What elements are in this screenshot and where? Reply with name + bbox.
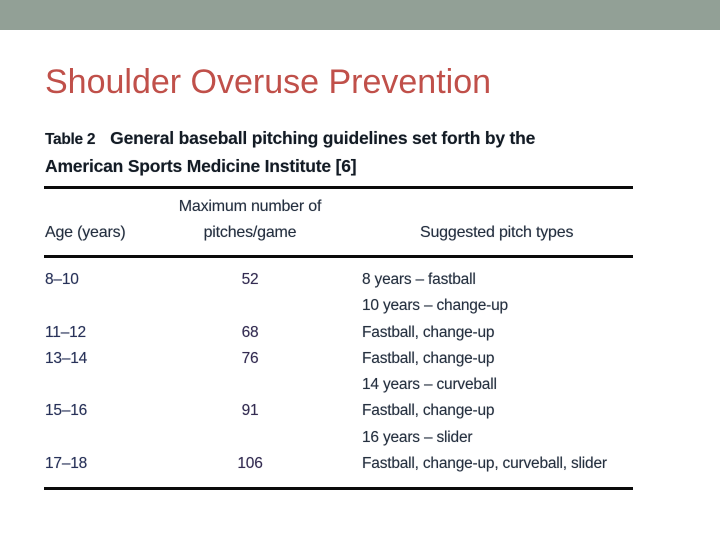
table-rule-top [44, 186, 633, 189]
pitches-cell: 76 [241, 349, 259, 367]
table-caption-label: Table 2 [45, 131, 96, 148]
pitches-cell: 106 [237, 454, 263, 472]
age-cell: 13–14 [45, 349, 88, 367]
pitches-cell: 52 [241, 271, 259, 288]
age-cell: 17–18 [45, 454, 88, 472]
table-row: 17–18 106 Fastball, change-up, curveball… [28, 452, 658, 478]
types-cell: Fastball, change-up [362, 323, 495, 341]
table-caption-line2: American Sports Medicine Institute [6] [45, 156, 357, 176]
column-header-pitches-line1: Maximum number of [178, 198, 322, 215]
types-cell: 16 years – slider [362, 428, 473, 446]
types-cell: Fastball, change-up [362, 402, 495, 420]
table-row: 11–12 68 Fastball, change-up [28, 321, 658, 347]
pitches-cell: 68 [241, 323, 259, 341]
table-figure: Table 2 General baseball pitching guideli… [28, 112, 658, 512]
types-cell: 8 years – fastball [362, 271, 476, 288]
column-header-types: Suggested pitch types [420, 224, 574, 241]
table-row: 8–10 52 8 years – fastball [28, 268, 658, 294]
pitches-cell: 91 [241, 402, 259, 420]
page-title: Shoulder Overuse Prevention [45, 63, 492, 101]
table-row: 10 years – change-up [28, 294, 658, 320]
table-caption: Table 2 General baseball pitching guideli… [45, 125, 630, 180]
table-row: 14 years – curveball [28, 373, 658, 399]
types-cell: 14 years – curveball [362, 376, 497, 393]
table-body: 8–10 52 8 years – fastball 10 years – ch… [28, 268, 658, 478]
types-cell: 10 years – change-up [362, 297, 508, 315]
table-caption-text: General baseball pitching guidelines set… [110, 128, 536, 148]
age-cell: 11–12 [45, 323, 86, 341]
age-cell: 15–16 [45, 402, 88, 420]
column-header-pitches-line2: pitches/game [203, 224, 297, 241]
table-rule-header [44, 255, 633, 258]
top-accent-bar [0, 0, 720, 30]
table-rule-bottom [44, 487, 633, 490]
types-cell: Fastball, change-up [362, 349, 495, 367]
table-row: 13–14 76 Fastball, change-up [28, 347, 658, 373]
table-row: 16 years – slider [28, 426, 658, 452]
age-cell: 8–10 [45, 271, 79, 288]
table-row: 15–16 91 Fastball, change-up [28, 399, 658, 425]
types-cell: Fastball, change-up, curveball, slider [362, 454, 607, 472]
column-header-age: Age (years) [45, 224, 126, 241]
